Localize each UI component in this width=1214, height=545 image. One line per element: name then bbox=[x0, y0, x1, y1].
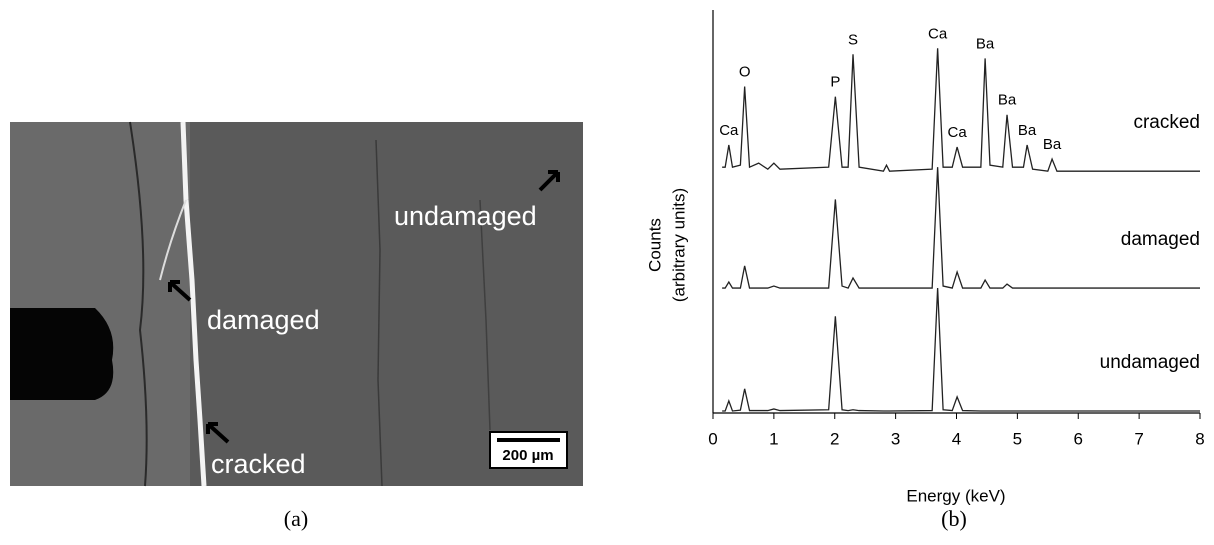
peak-label: Ca bbox=[948, 124, 968, 141]
sem-crack bbox=[159, 199, 187, 281]
spectrum-line bbox=[722, 288, 1200, 412]
arrow bbox=[538, 170, 560, 192]
peak-label: O bbox=[739, 64, 751, 81]
peak-label: Ca bbox=[928, 25, 948, 42]
region-label: undamaged bbox=[394, 201, 537, 231]
x-tick-label: 4 bbox=[952, 429, 961, 448]
peak-label: Ba bbox=[998, 92, 1017, 109]
scale-bar-label: 200 µm bbox=[502, 447, 553, 464]
peak-label: Ba bbox=[1043, 136, 1062, 153]
x-tick-label: 8 bbox=[1195, 429, 1204, 448]
series-label: damaged bbox=[1121, 229, 1200, 250]
region-label: cracked bbox=[211, 449, 306, 479]
x-tick-label: 5 bbox=[1013, 429, 1022, 448]
peak-label: Ba bbox=[1018, 122, 1037, 139]
sem-indent bbox=[10, 308, 114, 400]
sem-image: undamaged damaged cracked 200 µm (a) bbox=[10, 121, 583, 531]
y-axis-label: (arbitrary units) bbox=[669, 188, 688, 302]
spectrum-line bbox=[722, 48, 1200, 172]
series-label: cracked bbox=[1133, 112, 1200, 133]
caption: (a) bbox=[284, 506, 308, 531]
x-tick-label: 1 bbox=[769, 429, 778, 448]
x-tick-label: 6 bbox=[1074, 429, 1083, 448]
x-tick-label: 7 bbox=[1134, 429, 1143, 448]
arrow bbox=[206, 422, 230, 444]
sem-region bbox=[10, 122, 190, 486]
peak-label: P bbox=[830, 74, 840, 91]
arrow bbox=[168, 280, 192, 302]
sem-crack bbox=[479, 199, 491, 431]
peak-label: Ca bbox=[719, 122, 739, 139]
x-axis-label: Energy (keV) bbox=[906, 486, 1005, 505]
x-tick-label: 3 bbox=[891, 429, 900, 448]
spectrum-line bbox=[722, 167, 1200, 289]
sem-crack bbox=[129, 121, 148, 487]
peak-label: Ba bbox=[976, 35, 995, 52]
x-tick-label: 0 bbox=[708, 429, 717, 448]
sem-crack bbox=[375, 139, 383, 487]
sem-crack bbox=[180, 121, 207, 487]
x-tick-label: 2 bbox=[830, 429, 839, 448]
y-axis-label: Counts bbox=[645, 218, 664, 272]
region-label: damaged bbox=[207, 305, 320, 335]
caption: (b) bbox=[941, 506, 967, 531]
series-label: undamaged bbox=[1100, 352, 1200, 373]
peak-label: S bbox=[848, 31, 858, 48]
